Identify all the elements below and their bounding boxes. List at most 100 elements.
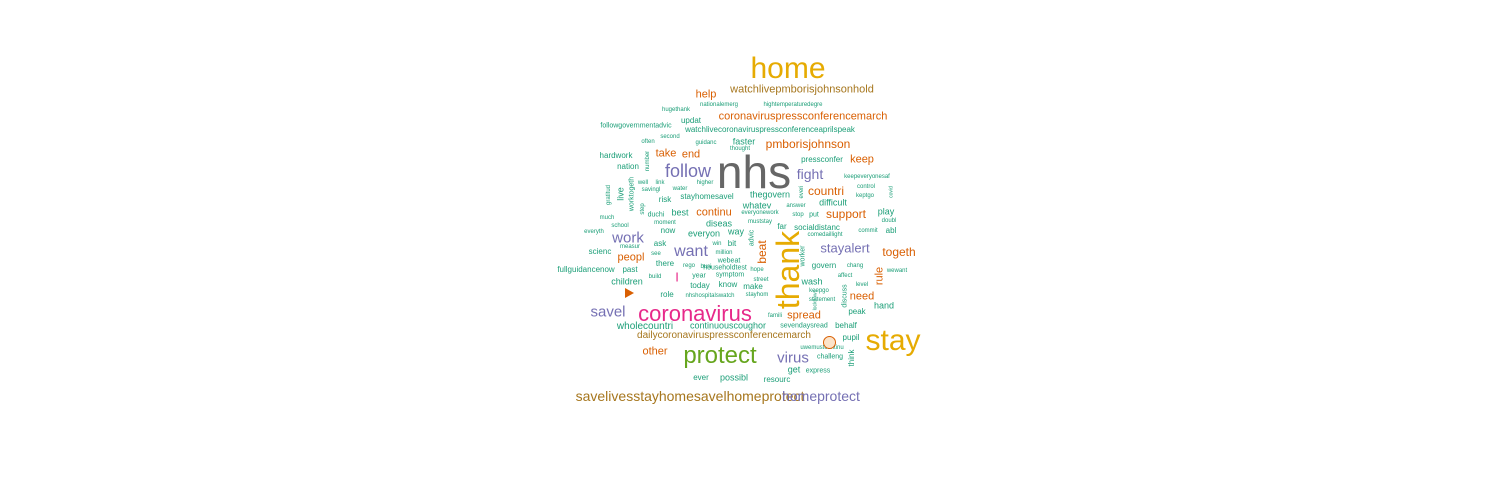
word: spread: [787, 309, 821, 322]
word: want: [674, 243, 708, 260]
word: savelivesstayhomesavelhomeprotect: [575, 388, 805, 404]
word: risk: [658, 195, 672, 204]
word: challeng: [816, 353, 844, 361]
word: bit: [727, 239, 737, 248]
word: guidanc: [695, 140, 717, 146]
word: uwemustcontinu: [800, 345, 844, 351]
word: much: [599, 215, 615, 221]
word: nhs: [716, 146, 792, 198]
word: savel: [590, 303, 626, 321]
word: there: [655, 259, 675, 268]
word: rule: [873, 266, 886, 286]
word: behalf: [835, 321, 857, 330]
word: difficult: [819, 197, 847, 208]
emoji-face-icon: [823, 336, 836, 349]
word: second: [660, 134, 680, 140]
word: step: [640, 203, 646, 215]
word: level: [855, 282, 869, 288]
word: end: [681, 148, 701, 161]
word: famili: [767, 313, 783, 319]
word: updat: [680, 116, 702, 125]
word: work: [612, 229, 644, 247]
word: put: [809, 211, 819, 219]
word: abl: [885, 226, 897, 235]
word: water: [672, 186, 688, 192]
word: past: [622, 265, 638, 274]
word: virus: [777, 349, 809, 367]
word: stop: [792, 212, 804, 218]
word: doubl: [881, 218, 897, 224]
word: possibl: [719, 372, 749, 383]
word: everyon: [687, 228, 721, 239]
word: number: [645, 150, 651, 172]
word: stay: [865, 324, 921, 357]
word: sevendaysread: [780, 322, 828, 330]
word: followgovernmentadvic: [600, 122, 672, 130]
word: protect: [683, 342, 757, 369]
word: hightemperaturedegre: [763, 102, 823, 108]
word: play: [877, 206, 895, 217]
word: countri: [807, 184, 845, 198]
word: way: [727, 226, 745, 237]
word: thank: [770, 230, 806, 310]
word: school: [611, 223, 629, 229]
word: stayalert: [820, 240, 870, 256]
word: win: [712, 241, 722, 247]
word: socialdistanc: [794, 223, 840, 232]
word: symptom: [715, 271, 745, 279]
word: keepgo: [809, 288, 829, 294]
word: wholecountri: [616, 321, 674, 332]
word: get: [787, 364, 801, 375]
word: see: [651, 251, 661, 257]
word: live: [615, 187, 626, 201]
word: other: [642, 345, 668, 358]
word: diseas: [705, 218, 733, 229]
word: best: [671, 207, 689, 218]
word: whatev: [742, 200, 772, 211]
word: everyth: [584, 229, 604, 235]
word: advic: [748, 229, 756, 247]
word: measur: [619, 244, 641, 250]
word: now: [660, 226, 676, 235]
word: hardwork: [599, 151, 633, 160]
word: lockdown: [812, 289, 819, 311]
word: home: [750, 52, 826, 85]
word: discuss: [841, 284, 849, 308]
word: peak: [848, 307, 866, 316]
word: children: [611, 276, 643, 287]
word: role: [660, 290, 674, 299]
word: gratitud: [606, 184, 612, 206]
word: ever: [693, 373, 709, 382]
word: affect: [837, 273, 853, 279]
word: peopl: [617, 251, 645, 264]
word: build: [648, 274, 662, 280]
word: wash: [801, 276, 823, 287]
word: pupil: [842, 333, 860, 342]
word: I: [675, 269, 679, 285]
word: stayhom: [745, 292, 769, 298]
word: coronaviruspressconferencemarch: [718, 110, 888, 123]
word: webeat: [717, 257, 741, 265]
word: beat: [755, 240, 769, 264]
word: keptgo: [855, 193, 875, 199]
word: need: [849, 290, 875, 303]
word: nationalemerg: [699, 102, 739, 108]
word: pmborisjohnson: [765, 137, 851, 151]
word: resourc: [763, 375, 791, 384]
word: watchlivecoronaviruspressconferenceapril…: [685, 125, 855, 134]
word: help: [695, 88, 717, 101]
word: rego: [682, 263, 696, 269]
word: homeprotect: [782, 388, 860, 404]
word: control: [856, 184, 876, 190]
word: link: [655, 180, 665, 186]
word: commit: [858, 228, 878, 234]
word: higher: [696, 180, 714, 186]
word: today: [690, 281, 710, 290]
word: thought: [729, 146, 751, 152]
word: scienc: [588, 247, 612, 256]
word: nhshospitalswatch: [685, 293, 735, 299]
word: wewant: [886, 268, 908, 274]
word: covid: [888, 186, 895, 198]
word: think: [847, 349, 856, 367]
